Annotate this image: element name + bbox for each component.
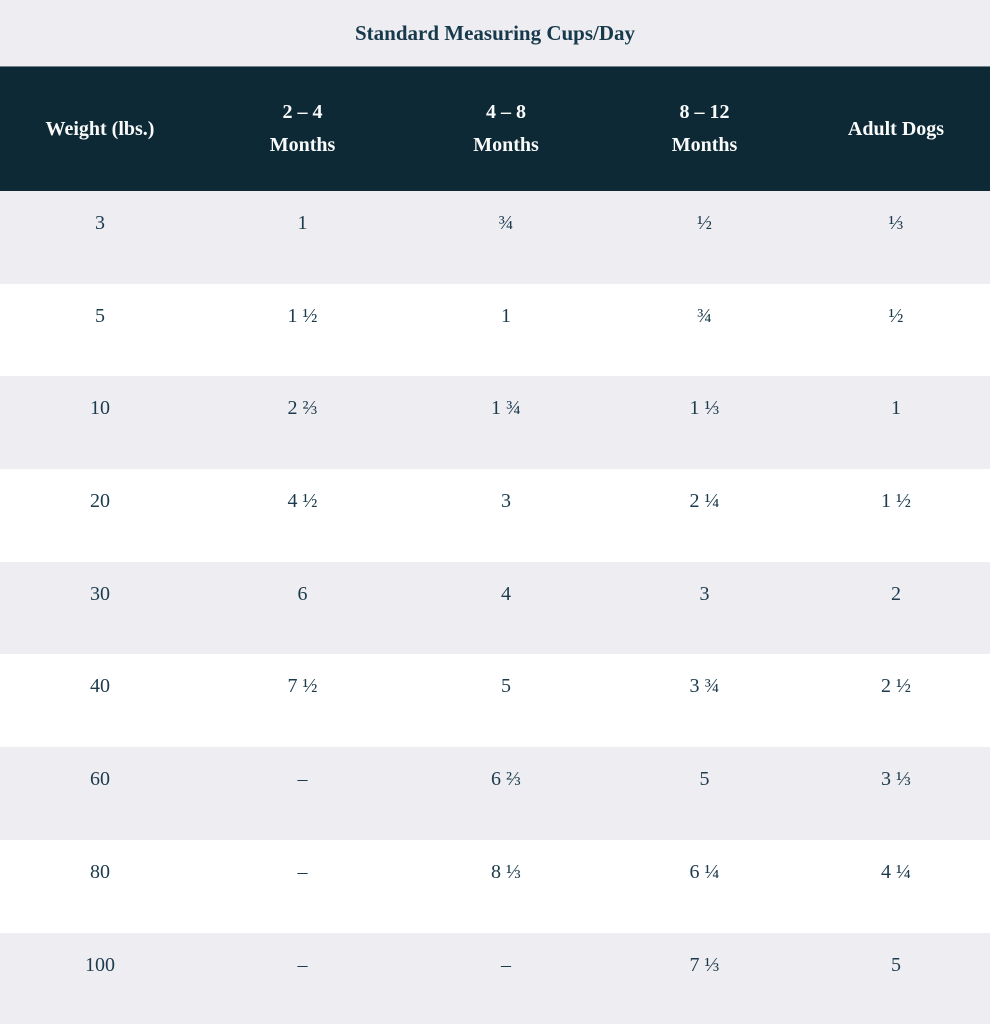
cups-cell: ½ [802, 283, 990, 377]
column-header: Adult Dogs [802, 66, 990, 191]
cups-cell: 1 ½ [200, 283, 405, 377]
table-title: Standard Measuring Cups/Day [354, 20, 636, 45]
weight-cell: 80 [0, 839, 200, 933]
cups-cell: 1 ½ [802, 469, 990, 562]
cups-cell: 2 ¼ [607, 469, 802, 562]
cups-cell: 6 ⅔ [405, 747, 607, 840]
weight-cell: 60 [0, 747, 200, 840]
cups-cell: 7 ½ [200, 654, 405, 748]
cups-cell: – [200, 747, 405, 840]
cups-cell: ¾ [405, 191, 607, 284]
cups-cell: 5 [607, 747, 802, 840]
weight-cell: 10 [0, 376, 200, 470]
cups-cell: 2 [802, 561, 990, 655]
cups-cell: 5 [802, 932, 990, 1024]
cups-cell: ½ [607, 191, 802, 284]
cups-cell: 3 ⅓ [802, 747, 990, 840]
column-header: Weight (lbs.) [0, 66, 200, 191]
cups-cell: 1 [200, 191, 405, 284]
cups-cell: 8 ⅓ [405, 839, 607, 933]
weight-cell: 20 [0, 469, 200, 562]
cups-cell: 4 ¼ [802, 839, 990, 933]
cups-cell: 1 [802, 376, 990, 470]
weight-cell: 40 [0, 654, 200, 748]
weight-cell: 5 [0, 283, 200, 377]
cups-cell: 4 [405, 561, 607, 655]
cups-cell: 2 ⅔ [200, 376, 405, 470]
table-header: Weight (lbs.) 2 – 4 Months 4 – 8 Months 8 – 1… [0, 66, 990, 191]
cups-cell: 4 ½ [200, 469, 405, 562]
cups-cell: 1 ¾ [405, 376, 607, 470]
weight-cell: 30 [0, 561, 200, 655]
table-row: 30 6 4 3 2 [0, 561, 990, 655]
cups-cell: – [200, 839, 405, 933]
column-header: 8 – 12 Months [607, 66, 802, 191]
column-header: 2 – 4 Months [200, 66, 405, 191]
column-header: 4 – 8 Months [405, 66, 607, 191]
cups-cell: 2 ½ [802, 654, 990, 748]
cups-cell: – [200, 932, 405, 1024]
cups-cell: ⅓ [802, 191, 990, 284]
cups-cell: 6 [200, 561, 405, 655]
cups-cell: 7 ⅓ [607, 932, 802, 1024]
feeding-chart-table: Weight (lbs.) 2 – 4 Months 4 – 8 Months 8 – 1… [0, 66, 990, 1024]
cups-cell: 3 ¾ [607, 654, 802, 748]
cups-cell: 1 [405, 283, 607, 377]
cups-cell: 1 ⅓ [607, 376, 802, 470]
cups-cell: ¾ [607, 283, 802, 377]
weight-cell: 100 [0, 932, 200, 1024]
cups-cell: 6 ¼ [607, 839, 802, 933]
table-title-band: Standard Measuring Cups/Day [0, 0, 990, 66]
cups-cell: 5 [405, 654, 607, 748]
cups-cell: – [405, 932, 607, 1024]
header-row: Weight (lbs.) 2 – 4 Months 4 – 8 Months 8 – 1… [0, 66, 990, 191]
cups-cell: 3 [405, 469, 607, 562]
weight-cell: 3 [0, 191, 200, 284]
cups-cell: 3 [607, 561, 802, 655]
